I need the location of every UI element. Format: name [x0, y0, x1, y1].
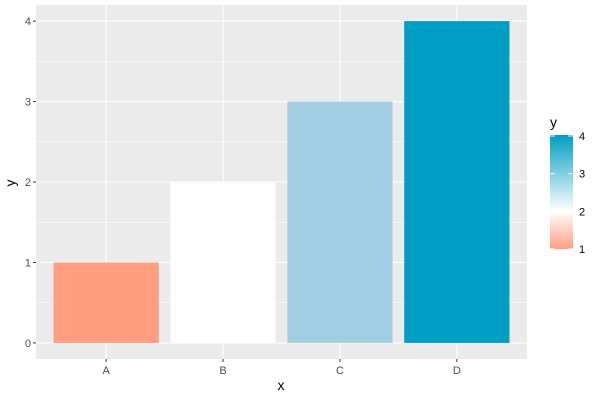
y-tick-label: 2 — [25, 177, 31, 189]
y-tick-label: 4 — [25, 16, 31, 28]
y-tick-label: 1 — [25, 257, 31, 269]
bar-D — [404, 21, 510, 343]
legend-tick-label: 1 — [579, 244, 585, 256]
x-tick-label: C — [336, 365, 344, 377]
x-tick-label: A — [102, 365, 110, 377]
x-axis-title: x — [278, 377, 285, 393]
y-axis: 0 1 2 3 4 — [25, 16, 36, 350]
y-axis-title: y — [2, 180, 18, 187]
bars — [53, 21, 510, 343]
x-tick-label: D — [453, 365, 461, 377]
legend-colorbar — [550, 135, 573, 249]
y-tick-label: 0 — [25, 338, 31, 350]
x-tick-label: B — [219, 365, 226, 377]
x-axis: A B C D — [102, 359, 461, 377]
legend-tick-label: 2 — [579, 206, 585, 218]
legend-title: y — [550, 114, 557, 130]
bar-C — [287, 101, 393, 343]
y-tick-label: 3 — [25, 97, 31, 109]
legend: y 1 2 3 4 — [550, 114, 585, 256]
legend-tick-label: 3 — [579, 169, 585, 181]
bar-B — [170, 182, 276, 343]
bar-A — [53, 262, 159, 343]
legend-tick-label: 4 — [579, 131, 585, 143]
